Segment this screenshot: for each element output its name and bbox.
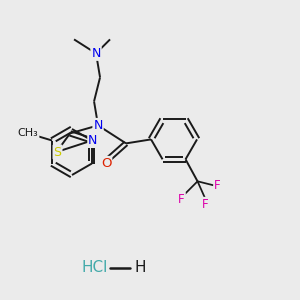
Text: H: H — [134, 260, 146, 275]
Text: O: O — [101, 157, 111, 170]
Text: N: N — [88, 134, 98, 147]
Text: N: N — [92, 47, 101, 60]
Text: HCl: HCl — [82, 260, 108, 275]
Text: S: S — [53, 146, 62, 158]
Text: F: F — [202, 198, 209, 211]
Text: F: F — [178, 193, 185, 206]
Text: F: F — [214, 179, 221, 192]
Text: N: N — [93, 119, 103, 132]
Text: CH₃: CH₃ — [18, 128, 38, 139]
